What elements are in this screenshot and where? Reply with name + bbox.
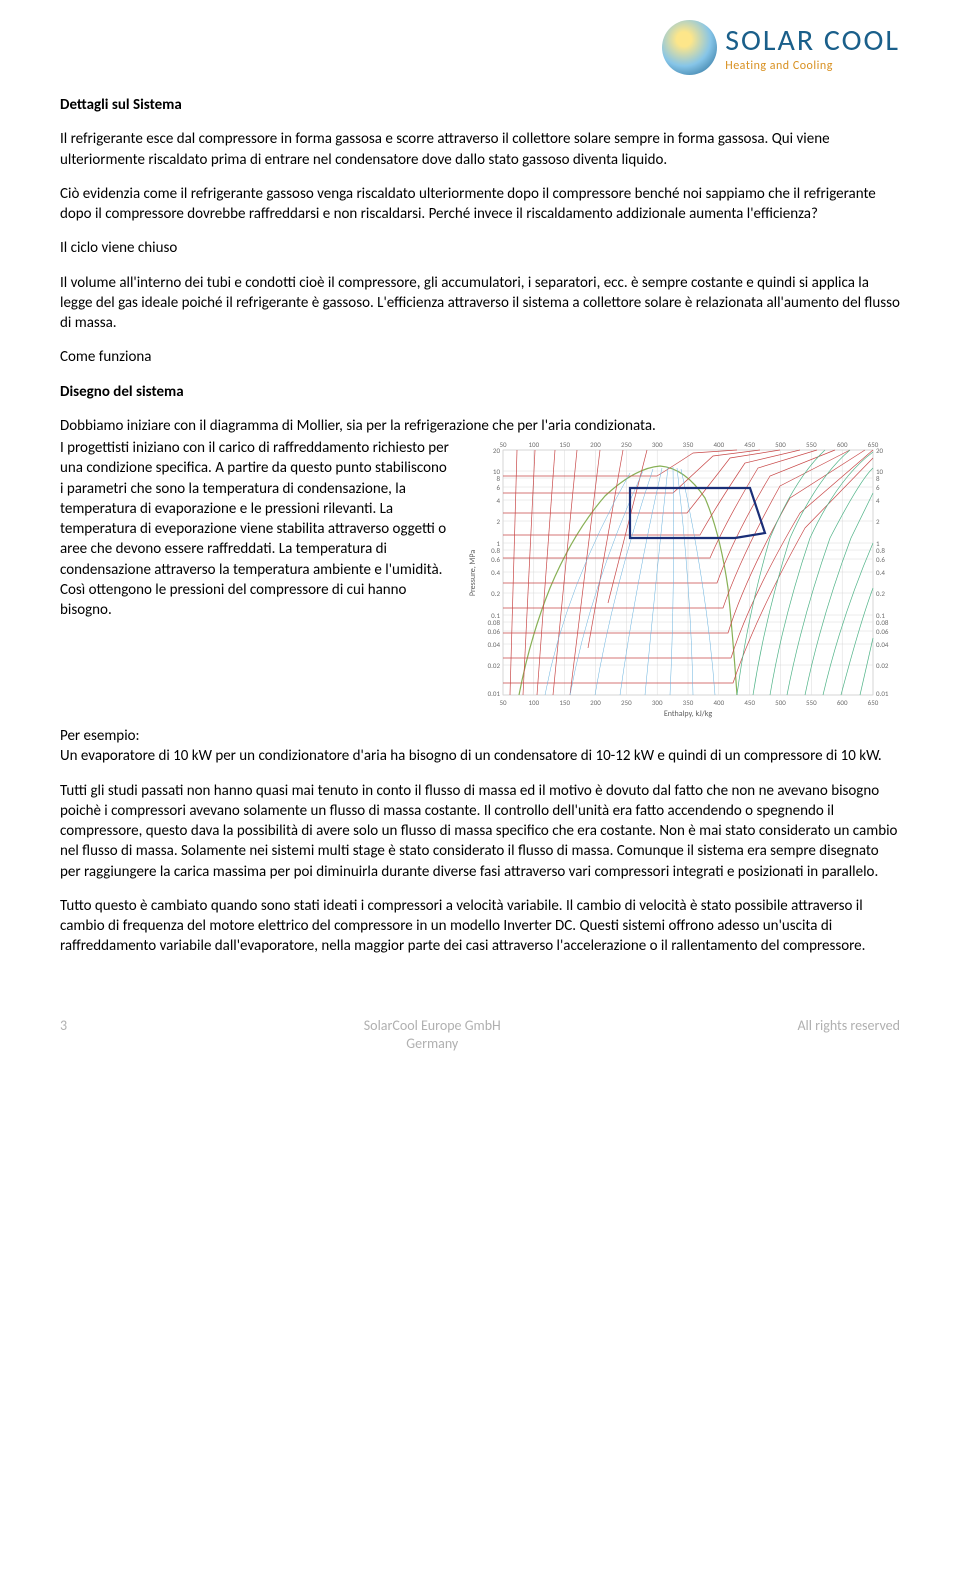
svg-text:6: 6 [496, 483, 500, 492]
svg-text:0.6: 0.6 [876, 555, 885, 564]
svg-text:300: 300 [652, 698, 663, 707]
svg-text:2: 2 [496, 517, 500, 526]
logo: SOLAR COOL Heating and Cooling [662, 20, 900, 75]
svg-text:0.04: 0.04 [488, 640, 501, 649]
svg-text:500: 500 [775, 698, 786, 707]
svg-text:550: 550 [806, 440, 817, 449]
svg-text:0.6: 0.6 [491, 555, 500, 564]
footer-page-number: 3 [60, 1017, 67, 1055]
example-body: Un evaporatore di 10 kW per un condizion… [60, 747, 882, 765]
svg-text:0.4: 0.4 [491, 568, 500, 577]
svg-text:0.02: 0.02 [488, 661, 501, 670]
mollier-chart-svg: 50100150 200250300 350400450 500550600 6… [465, 438, 900, 718]
logo-globe-icon [662, 20, 717, 75]
footer-company: SolarCool Europe GmbH [364, 1017, 501, 1036]
svg-text:100: 100 [528, 440, 539, 449]
paragraph-studies: Tutti gli studi passati non hanno quasi … [60, 781, 900, 882]
svg-text:150: 150 [559, 440, 570, 449]
svg-text:200: 200 [590, 440, 601, 449]
svg-text:6: 6 [876, 483, 880, 492]
y-axis-label: Pressure, MPa [468, 550, 478, 597]
svg-text:600: 600 [837, 698, 848, 707]
svg-text:150: 150 [559, 698, 570, 707]
svg-text:450: 450 [744, 698, 755, 707]
svg-text:0.01: 0.01 [876, 689, 889, 698]
x-ticks-bottom: 50 100 150 200 250 300 350 400 450 500 550 600 6… [499, 698, 878, 707]
svg-text:600: 600 [837, 440, 848, 449]
svg-text:0.08: 0.08 [488, 618, 501, 627]
svg-text:20: 20 [493, 446, 501, 455]
svg-text:0.8: 0.8 [491, 546, 500, 555]
paragraph-mollier-intro: Dobbiamo iniziare con il diagramma di Mo… [60, 416, 900, 436]
footer-rights: All rights reserved [797, 1017, 900, 1055]
x-ticks-top: 50100150 200250300 350400450 500550600 6… [499, 440, 878, 449]
svg-text:8: 8 [496, 474, 500, 483]
svg-text:0.4: 0.4 [876, 568, 885, 577]
svg-text:250: 250 [621, 440, 632, 449]
svg-text:0.02: 0.02 [876, 661, 889, 670]
paragraph-example: Per esempio: Un evaporatore di 10 kW per… [60, 726, 900, 767]
header-logo: SOLAR COOL Heating and Cooling [60, 0, 900, 95]
mollier-chart: 50100150 200250300 350400450 500550600 6… [465, 438, 900, 718]
svg-text:4: 4 [876, 496, 880, 505]
page-title: Dettagli sul Sistema [60, 95, 900, 115]
svg-text:0.01: 0.01 [488, 689, 501, 698]
footer-country: Germany [364, 1035, 501, 1054]
page-footer: 3 SolarCool Europe GmbH Germany All righ… [60, 1017, 900, 1055]
y-ticks-right: 20108 642 10.80.6 0.40.20.1 0.080.060.04… [876, 446, 889, 698]
svg-text:8: 8 [876, 474, 880, 483]
svg-text:350: 350 [683, 440, 694, 449]
svg-text:550: 550 [806, 698, 817, 707]
paragraph-closed-cycle: Il volume all'interno dei tubi e condott… [60, 273, 900, 334]
svg-text:0.2: 0.2 [491, 589, 500, 598]
svg-text:350: 350 [683, 698, 694, 707]
svg-text:250: 250 [621, 698, 632, 707]
y-ticks-left: 20108 642 10.80.6 0.40.20.1 0.080.060.04… [488, 446, 501, 698]
x-axis-label: Enthalpy, kJ/kg [664, 709, 713, 718]
design-section: Dobbiamo iniziare con il diagramma di Mo… [60, 416, 900, 726]
svg-text:0.8: 0.8 [876, 546, 885, 555]
paragraph-question: Ciò evidenzia come il refrigerante gasso… [60, 184, 900, 225]
paragraph-intro: Il refrigerante esce dal compressore in … [60, 129, 900, 170]
logo-main-text: SOLAR COOL [725, 21, 900, 62]
svg-text:0.06: 0.06 [488, 627, 501, 636]
example-label: Per esempio: [60, 727, 140, 745]
subhead-how-it-works: Come funziona [60, 347, 900, 367]
svg-text:200: 200 [590, 698, 601, 707]
svg-text:400: 400 [713, 440, 724, 449]
svg-text:0.08: 0.08 [876, 618, 889, 627]
svg-text:0.04: 0.04 [876, 640, 889, 649]
svg-text:300: 300 [652, 440, 663, 449]
svg-text:0.06: 0.06 [876, 627, 889, 636]
subhead-system-design: Disegno del sistema [60, 382, 900, 402]
svg-text:650: 650 [868, 698, 879, 707]
svg-text:400: 400 [713, 698, 724, 707]
svg-text:0.2: 0.2 [876, 589, 885, 598]
svg-text:100: 100 [528, 698, 539, 707]
svg-text:50: 50 [499, 440, 507, 449]
svg-text:500: 500 [775, 440, 786, 449]
logo-sub-text: Heating and Cooling [725, 58, 833, 74]
svg-text:20: 20 [876, 446, 884, 455]
svg-text:50: 50 [499, 698, 507, 707]
svg-text:2: 2 [876, 517, 880, 526]
subhead-closed-cycle: Il ciclo viene chiuso [60, 238, 900, 258]
svg-text:4: 4 [496, 496, 500, 505]
paragraph-inverter: Tutto questo è cambiato quando sono stat… [60, 896, 900, 957]
svg-text:450: 450 [744, 440, 755, 449]
